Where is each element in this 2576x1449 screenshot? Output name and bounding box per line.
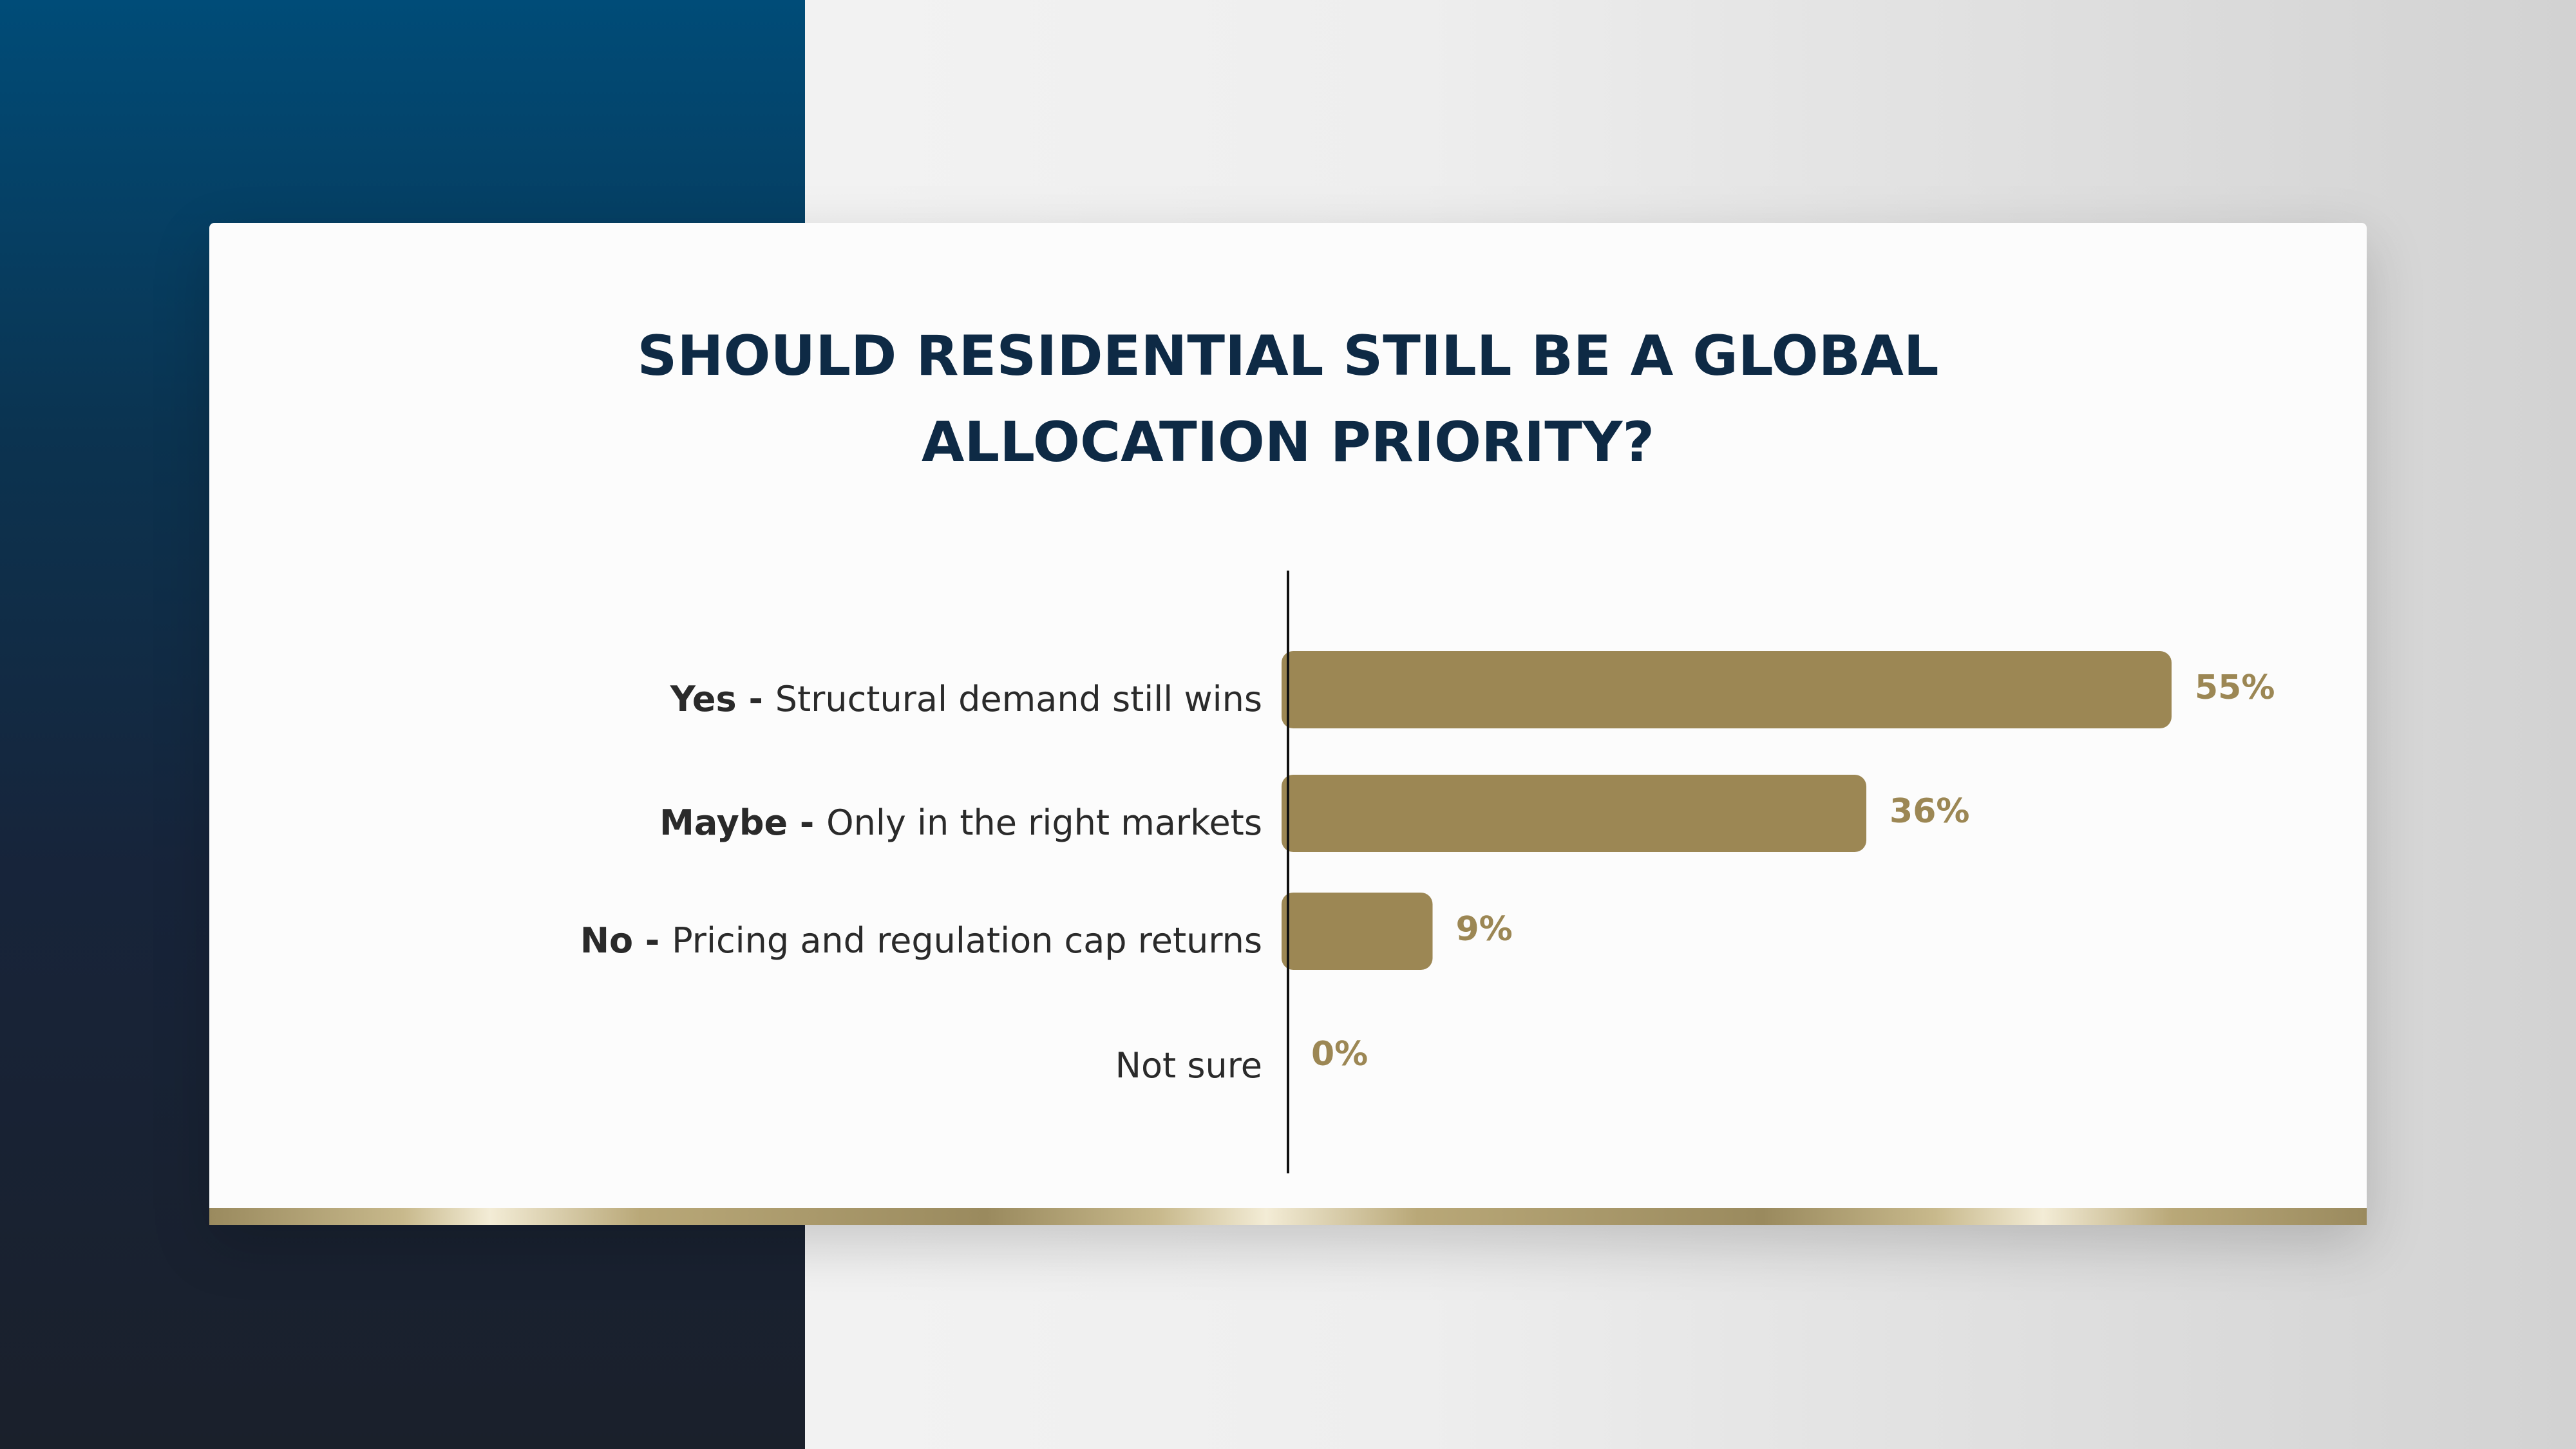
category-label-text-2: Pricing and regulation cap returns (672, 920, 1262, 961)
value-label-0: 55% (2195, 668, 2275, 707)
value-label-2: 9% (1456, 910, 1513, 949)
bar-0 (1282, 651, 2172, 728)
value-label-1: 36% (1889, 792, 1969, 831)
bar-2 (1282, 893, 1433, 970)
chart-title-line-2: ALLOCATION PRIORITY? (921, 410, 1655, 475)
category-label-text-0: Structural demand still wins (775, 679, 1262, 719)
category-label-text-1: Only in the right markets (826, 802, 1262, 843)
gold-divider-stripe (209, 1208, 2367, 1225)
category-label-prefix-0: Yes - (670, 679, 775, 719)
category-label-1: Maybe - Only in the right markets (659, 802, 1262, 843)
chart-card: SHOULD RESIDENTIAL STILL BE A GLOBAL ALL… (209, 223, 2367, 1225)
category-label-text-3: Not sure (1115, 1045, 1262, 1086)
bar-chart: 55% Yes - Structural demand still wins 36%… (580, 571, 2275, 1173)
value-label-3: 0% (1311, 1035, 1368, 1074)
chart-title: SHOULD RESIDENTIAL STILL BE A GLOBAL ALL… (209, 313, 2367, 486)
bar-1 (1282, 775, 1867, 852)
category-label-prefix-1: Maybe - (659, 802, 826, 843)
category-label-prefix-2: No - (580, 920, 672, 961)
category-label-2: No - Pricing and regulation cap returns (580, 920, 1262, 961)
category-label-3: Not sure (1115, 1045, 1262, 1086)
category-label-0: Yes - Structural demand still wins (670, 679, 1262, 719)
chart-title-line-1: SHOULD RESIDENTIAL STILL BE A GLOBAL (637, 324, 1939, 388)
